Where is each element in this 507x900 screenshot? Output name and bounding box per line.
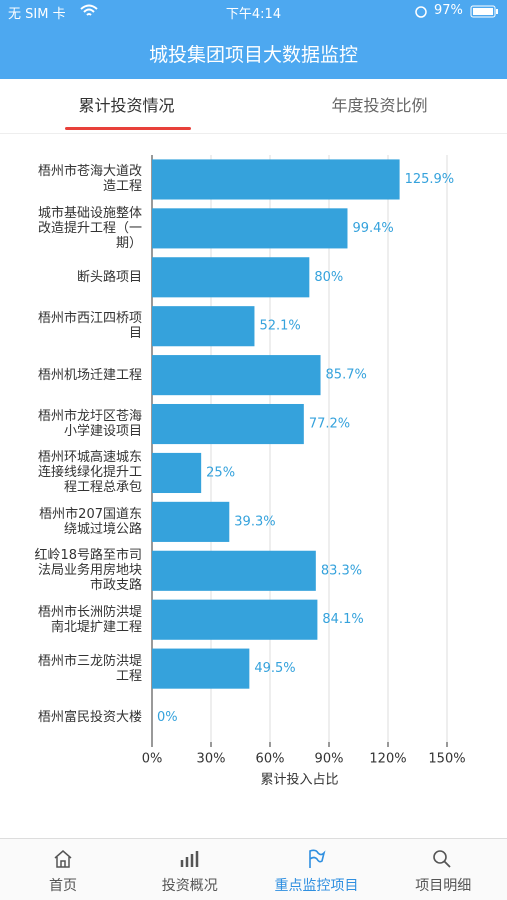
value-label: 52.1% — [259, 319, 300, 334]
value-label: 125.9% — [405, 172, 455, 187]
value-label: 85.7% — [326, 368, 367, 383]
bar — [152, 306, 255, 347]
bar — [152, 159, 400, 200]
value-label: 49.5% — [254, 661, 295, 676]
flag-icon — [309, 849, 326, 868]
bar — [152, 452, 202, 494]
category-label: 梧州市龙圩区苍海小学建设项目 — [37, 409, 142, 440]
value-label: 77.2% — [309, 417, 350, 432]
nav-item[interactable]: 重点监控项目 — [274, 878, 359, 894]
x-tick-label: 30% — [197, 752, 226, 767]
category-label: 梧州市207国道东绕城过境公路 — [39, 506, 142, 537]
chart-icon — [180, 851, 199, 867]
value-label: 99.4% — [352, 221, 393, 236]
x-tick-label: 120% — [369, 752, 406, 767]
value-label: 84.1% — [322, 612, 363, 627]
search-icon — [433, 850, 451, 868]
category-label: 梧州机场迁建工程 — [37, 367, 142, 383]
battery-icon — [470, 5, 498, 18]
x-tick-label: 150% — [428, 752, 465, 767]
bar — [152, 208, 348, 249]
x-axis-title: 累计投入占比 — [260, 772, 338, 788]
category-label: 红岭18号路至市司法局业务用房地块市政支路 — [34, 548, 142, 594]
bar — [152, 257, 310, 298]
bar — [152, 501, 230, 542]
divider — [0, 133, 507, 134]
category-label: 梧州市三龙防洪堤工程 — [37, 653, 142, 684]
tab[interactable]: 年度投资比例 — [331, 96, 428, 115]
category-label: 梧州市长洲防洪堤南北堤扩建工程 — [37, 604, 142, 635]
category-label: 城市基础设施整体改造提升工程（一期） — [37, 205, 142, 251]
bar — [152, 355, 321, 396]
lock-icon — [415, 6, 427, 18]
bottom-nav: 首页 投资概况 重点监控项目 项目明细 — [0, 838, 507, 900]
category-label: 断头路项目 — [76, 269, 142, 285]
category-label: 梧州环城高速城东连接线绿化提升工程工程总承包 — [37, 450, 142, 496]
value-label: 80% — [314, 270, 343, 285]
battery-text: 97% — [434, 3, 463, 18]
carrier: 无 SIM 卡 — [8, 7, 66, 22]
bar — [152, 648, 250, 689]
wifi-icon — [80, 4, 98, 16]
nav-item[interactable]: 首页 — [49, 878, 77, 894]
x-tick-label: 60% — [256, 752, 285, 767]
x-tick-label: 90% — [315, 752, 344, 767]
value-label: 83.3% — [321, 563, 362, 578]
header: 无 SIM 卡 下午4:14 97% 城投集团项目大数据监控 — [0, 0, 507, 79]
value-label: 39.3% — [234, 514, 275, 529]
bar — [152, 550, 316, 591]
x-tick-label: 0% — [142, 752, 163, 767]
category-label: 梧州市西江四桥项目 — [37, 311, 142, 342]
bar — [152, 403, 304, 445]
clock: 下午4:14 — [225, 7, 282, 22]
category-label: 梧州富民投资大楼 — [37, 710, 142, 726]
nav-item[interactable]: 项目明细 — [415, 878, 472, 894]
tab-indicator — [65, 127, 191, 130]
tab[interactable]: 累计投资情况 — [78, 96, 175, 115]
home-icon — [54, 850, 72, 868]
nav-item[interactable]: 投资概况 — [161, 878, 218, 894]
value-label: 25% — [206, 465, 235, 480]
chart: 0% 30% 60% 90% 120% 150% 累计投入占比 125.9% 99.4% 80% 5… — [142, 155, 466, 788]
bar — [152, 599, 318, 640]
value-label: 0% — [157, 710, 178, 725]
category-label: 梧州市苍海大道改造工程 — [37, 164, 142, 195]
page-title: 城投集团项目大数据监控 — [148, 44, 358, 66]
